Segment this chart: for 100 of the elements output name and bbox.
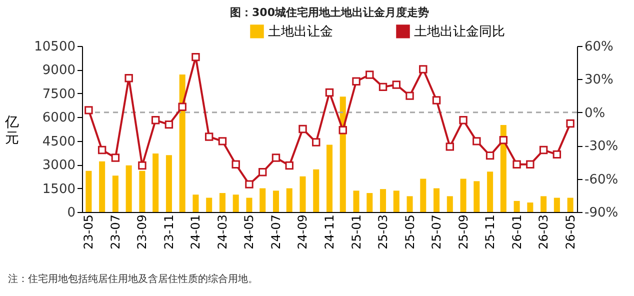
point <box>124 74 133 82</box>
y2-tick-label: -60% <box>584 172 618 188</box>
point <box>285 161 294 170</box>
point <box>298 124 307 134</box>
point <box>232 160 240 169</box>
bar <box>393 190 400 212</box>
x-tick-label: 25-05 <box>402 214 417 250</box>
point <box>486 151 494 160</box>
x-tick-label: 26-03 <box>536 214 551 250</box>
bar <box>420 178 426 212</box>
bar <box>540 196 547 212</box>
point <box>446 142 454 151</box>
bar <box>313 169 320 212</box>
y-tick-label: 1500 <box>42 182 76 197</box>
point <box>406 92 414 100</box>
bar <box>166 155 172 212</box>
x-tick-label: 26-01 <box>510 214 524 250</box>
y-tick-label: 9000 <box>42 63 76 78</box>
point <box>178 102 186 111</box>
point <box>258 168 267 176</box>
bar <box>219 193 226 212</box>
point <box>138 161 146 170</box>
x-tick-label: 23-09 <box>135 214 150 250</box>
bar <box>152 154 159 212</box>
legend-label: 土地出让金 <box>268 24 333 40</box>
bar <box>179 74 186 212</box>
bar <box>366 193 373 212</box>
bar <box>260 188 266 212</box>
y-tick-label: 0 <box>67 206 76 220</box>
x-tick-label: 25-01 <box>349 214 364 250</box>
bar <box>487 172 494 212</box>
point <box>338 126 347 134</box>
point <box>566 119 574 128</box>
bar <box>353 190 360 212</box>
y-axis-title: 亿元 <box>4 114 20 146</box>
point <box>552 150 562 159</box>
point <box>192 52 200 62</box>
x-tick-label: 24-11 <box>322 214 336 250</box>
x-tick-label: 24-03 <box>215 214 230 250</box>
bar <box>380 189 386 212</box>
x-tick-label: 24-09 <box>296 214 310 250</box>
point <box>366 70 374 79</box>
bar <box>567 198 574 212</box>
y-tick-label: 6000 <box>42 110 76 126</box>
bar <box>206 198 212 212</box>
point <box>204 132 214 141</box>
chart-title: 图：300城住宅用地土地出让金月度走势 <box>230 6 429 19</box>
y-tick-label: 3000 <box>42 158 76 174</box>
bar <box>272 190 279 212</box>
y-tick-label: 7500 <box>42 86 76 102</box>
bar <box>434 188 440 212</box>
bar <box>300 176 306 212</box>
bar <box>514 200 520 212</box>
point <box>392 80 400 89</box>
bar <box>474 181 480 212</box>
bar <box>232 194 239 212</box>
point <box>151 116 160 124</box>
x-tick-label: 23-05 <box>82 214 96 250</box>
point <box>272 154 280 162</box>
point <box>218 137 227 146</box>
bar <box>86 170 92 212</box>
y2-tick-label: -90% <box>584 206 618 220</box>
bar <box>527 202 534 212</box>
text: 注：住宅用地包括纯居住用地及含居住性质的综合用地。 <box>8 272 258 286</box>
point <box>312 138 320 146</box>
x-tick-label: 24-05 <box>242 214 256 250</box>
point <box>164 120 174 129</box>
x-tick-label: 25-11 <box>483 214 498 250</box>
point <box>419 65 428 74</box>
x-tick-label: 25-03 <box>376 214 390 250</box>
y-tick-label: 10500 <box>34 40 76 54</box>
legend-label: 土地出让金同比 <box>414 24 505 40</box>
bar <box>406 196 413 212</box>
y2-tick-label: 60% <box>584 40 614 54</box>
x-tick-label: 23-07 <box>108 214 122 250</box>
x-tick-label: 25-07 <box>430 214 444 250</box>
x-tick-label: 25-09 <box>456 214 470 250</box>
point <box>432 96 441 104</box>
bar <box>246 198 252 212</box>
x-tick-label: 24-01 <box>188 214 203 250</box>
point <box>472 137 481 146</box>
bar <box>460 178 466 212</box>
bar <box>326 144 333 212</box>
y-tick-label: 4500 <box>42 134 76 150</box>
bar <box>554 198 560 212</box>
point <box>512 160 521 169</box>
bar <box>139 170 146 212</box>
bar <box>192 194 199 212</box>
point <box>352 77 360 86</box>
point <box>84 106 93 114</box>
point <box>539 146 548 154</box>
point <box>499 136 508 144</box>
x-tick-label: 26-05 <box>563 214 578 250</box>
y2-tick-label: 0% <box>584 106 606 121</box>
point <box>325 88 334 97</box>
y2-tick-label: -30% <box>584 139 618 154</box>
x-tick-label: 24-07 <box>268 214 283 250</box>
point <box>245 180 254 188</box>
point <box>111 154 120 162</box>
point <box>98 146 106 154</box>
